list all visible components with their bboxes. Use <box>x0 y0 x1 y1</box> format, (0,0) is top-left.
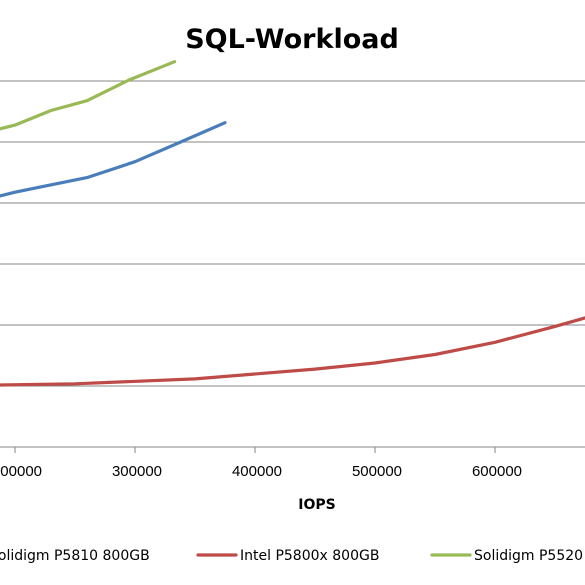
x-tick-label: 400000 <box>232 463 282 480</box>
x-ticks: 200000 300000 400000 500000 600000 <box>0 447 522 480</box>
legend: Solidigm P5810 800GB Intel P5800x 800GB So… <box>0 548 583 564</box>
series-line-2 <box>0 316 585 387</box>
chart-title: SQL-Workload <box>185 24 399 55</box>
legend-label: Intel P5800x 800GB <box>240 548 379 564</box>
gridlines <box>0 80 585 387</box>
series-line-1 <box>0 121 227 198</box>
legend-label: Solidigm P5520 <box>474 548 583 564</box>
series-line-3 <box>0 60 177 131</box>
x-tick-label: 500000 <box>352 463 402 480</box>
x-tick-label: 600000 <box>472 463 522 480</box>
x-tick-label: 300000 <box>112 463 162 480</box>
legend-item: Solidigm P5810 800GB <box>0 548 150 564</box>
legend-label: Solidigm P5810 800GB <box>0 548 150 564</box>
x-tick-label: 200000 <box>0 463 42 480</box>
series-layer <box>0 60 585 387</box>
x-axis-title: IOPS <box>298 497 335 513</box>
legend-item: Intel P5800x 800GB <box>196 548 379 564</box>
legend-item: Solidigm P5520 <box>430 548 583 564</box>
